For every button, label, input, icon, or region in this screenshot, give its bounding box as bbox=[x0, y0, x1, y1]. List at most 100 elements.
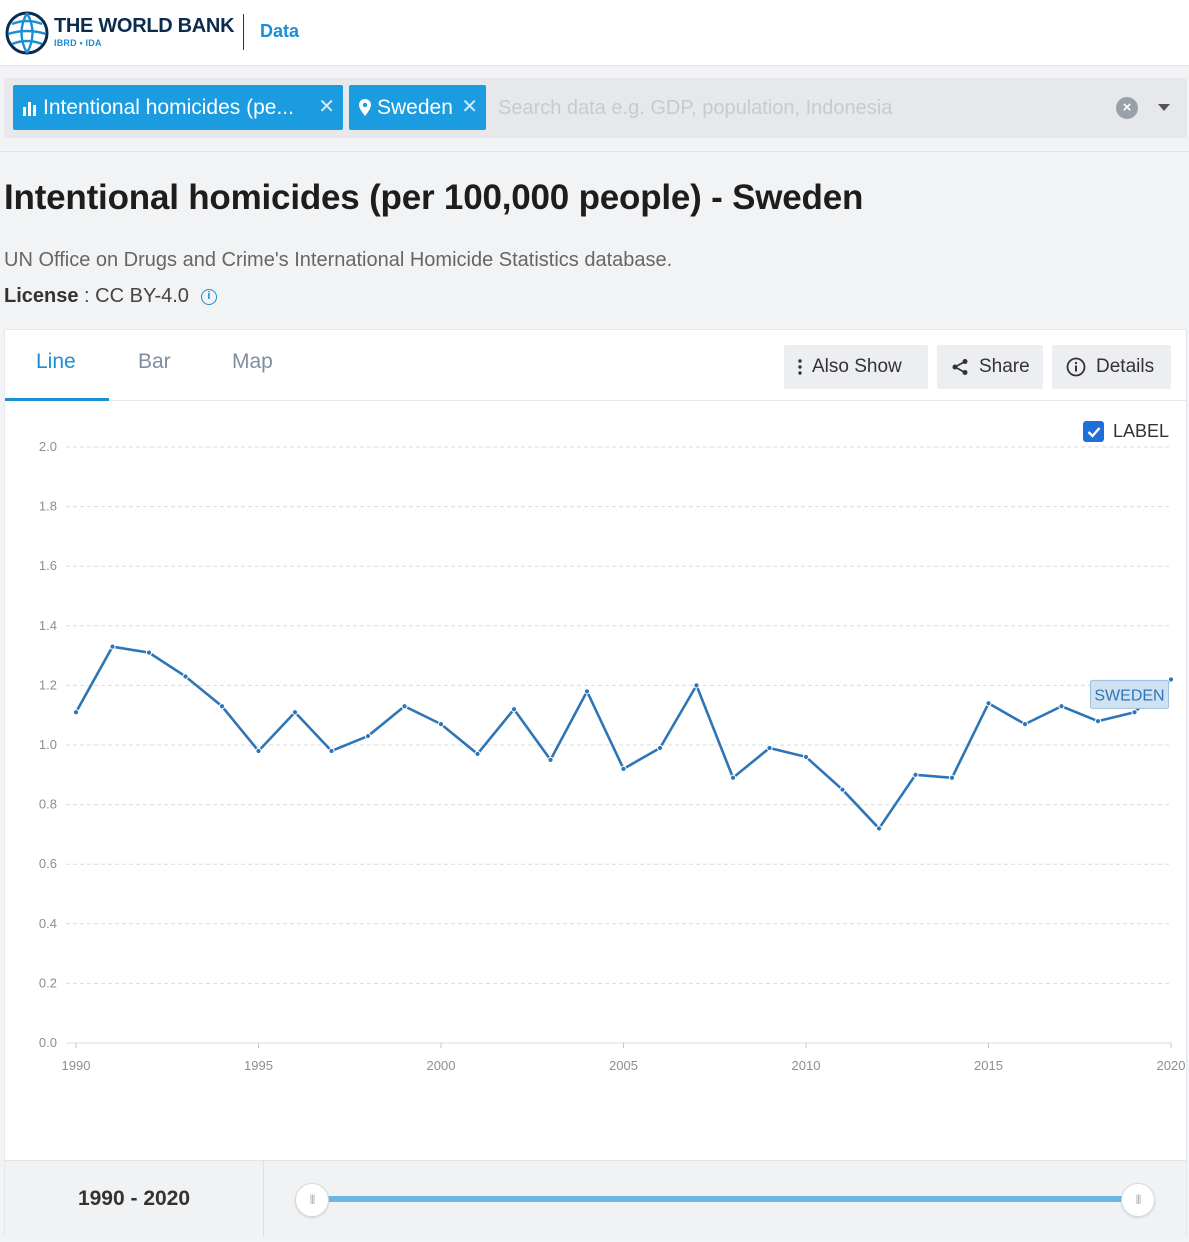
x-tick-label: 1995 bbox=[244, 1058, 273, 1073]
chart-panel: Line Bar Map Also Show Share Details 0.0… bbox=[4, 329, 1187, 1237]
remove-indicator-icon[interactable]: ✕ bbox=[318, 96, 335, 118]
data-point bbox=[693, 682, 700, 689]
range-start-handle[interactable]: ||| bbox=[295, 1183, 329, 1217]
data-point bbox=[802, 753, 810, 761]
y-tick-label: 0.8 bbox=[39, 797, 57, 812]
license-separator: : bbox=[78, 285, 96, 307]
data-point bbox=[510, 706, 518, 713]
data-point bbox=[291, 709, 299, 716]
data-point bbox=[766, 744, 773, 752]
tab-bar[interactable]: Bar bbox=[138, 350, 171, 373]
data-source: UN Office on Drugs and Crime's Internati… bbox=[4, 249, 673, 271]
remove-country-icon[interactable]: ✕ bbox=[461, 96, 478, 118]
data-point bbox=[985, 700, 992, 707]
data-point bbox=[474, 750, 481, 758]
line-chart: 0.0 0.2 0.4 0.6 0.8 1.0 1.2 1.4 1.6 1.8 2.0 1990 199… bbox=[39, 439, 1186, 1073]
data-point bbox=[1058, 703, 1065, 710]
x-tick-label: 1990 bbox=[62, 1058, 91, 1073]
also-show-label: Also Show bbox=[812, 356, 902, 377]
info-icon[interactable]: i bbox=[200, 288, 217, 305]
details-button[interactable]: Details bbox=[1052, 345, 1171, 389]
search-divider bbox=[0, 151, 1189, 152]
license-label: License bbox=[4, 285, 79, 307]
more-vertical-icon bbox=[798, 359, 802, 375]
bar-chart-icon bbox=[23, 100, 37, 116]
chevron-down-icon[interactable] bbox=[1158, 104, 1170, 111]
data-point bbox=[729, 774, 737, 781]
active-tab-indicator bbox=[5, 398, 109, 401]
data-section-link[interactable]: Data bbox=[260, 21, 300, 41]
details-label: Details bbox=[1096, 356, 1155, 377]
share-button[interactable]: Share bbox=[937, 345, 1043, 389]
data-point bbox=[328, 747, 335, 755]
search-bar: Intentional homicides (pe... ✕ Sweden ✕ … bbox=[4, 78, 1187, 138]
brand-logo[interactable]: THE WORLD BANK IBRD • IDA bbox=[54, 14, 235, 48]
series-line-sweden bbox=[74, 645, 1172, 830]
data-point bbox=[72, 709, 80, 716]
label-toggle[interactable]: LABEL bbox=[1083, 421, 1169, 442]
data-point bbox=[401, 703, 408, 710]
search-input[interactable] bbox=[498, 93, 1098, 123]
y-tick-label: 0.2 bbox=[39, 975, 57, 990]
y-tick-label: 1.2 bbox=[39, 677, 57, 692]
country-chip[interactable]: Sweden ✕ bbox=[349, 85, 486, 130]
year-range-slider-track[interactable] bbox=[315, 1196, 1127, 1202]
data-point bbox=[912, 771, 919, 778]
clear-search-icon[interactable]: × bbox=[1116, 97, 1138, 119]
y-tick-label: 1.8 bbox=[39, 499, 57, 514]
y-tick-label: 1.4 bbox=[39, 618, 57, 633]
location-pin-icon bbox=[359, 99, 371, 116]
data-point bbox=[218, 703, 226, 710]
year-range-label: 1990 - 2020 bbox=[5, 1161, 264, 1237]
y-tick-label: 2.0 bbox=[39, 439, 57, 454]
data-point bbox=[1131, 709, 1138, 716]
x-tick-label: 2020 bbox=[1157, 1058, 1186, 1073]
license-value: CC BY-4.0 bbox=[95, 285, 189, 307]
label-toggle-text: LABEL bbox=[1113, 421, 1170, 441]
data-point bbox=[109, 643, 116, 650]
brand-subtitle: IBRD • IDA bbox=[54, 38, 102, 48]
x-tick-label: 2010 bbox=[792, 1058, 821, 1073]
tab-line[interactable]: Line bbox=[36, 350, 76, 373]
label-checkbox[interactable] bbox=[1083, 421, 1104, 442]
site-header: THE WORLD BANK IBRD • IDA Data bbox=[0, 0, 1189, 66]
series-label-text: SWEDEN bbox=[1094, 687, 1164, 704]
info-circle-icon bbox=[1066, 357, 1086, 377]
range-end-handle[interactable]: ||| bbox=[1121, 1183, 1155, 1217]
data-point bbox=[182, 673, 189, 680]
also-show-button[interactable]: Also Show bbox=[784, 345, 928, 389]
brand-name: THE WORLD BANK bbox=[54, 15, 235, 37]
tab-map[interactable]: Map bbox=[232, 350, 273, 373]
data-point bbox=[547, 756, 554, 763]
share-label: Share bbox=[979, 356, 1030, 377]
x-tick-label: 2000 bbox=[427, 1058, 456, 1073]
header-divider bbox=[243, 14, 244, 50]
data-point bbox=[255, 747, 262, 755]
data-point bbox=[1094, 718, 1102, 725]
page-title: Intentional homicides (per 100,000 peopl… bbox=[4, 178, 864, 217]
series-label-box bbox=[1090, 679, 1169, 709]
indicator-chip-label: Intentional homicides (pe... bbox=[43, 95, 294, 119]
year-range-footer: 1990 - 2020 ||| ||| bbox=[5, 1160, 1186, 1237]
data-point bbox=[437, 721, 445, 728]
chart-tabs: Line Bar Map Also Show Share Details bbox=[5, 330, 1186, 401]
world-bank-globe-icon[interactable] bbox=[4, 10, 50, 56]
data-point bbox=[145, 649, 153, 656]
data-point bbox=[364, 732, 372, 740]
data-point bbox=[620, 765, 627, 772]
data-point bbox=[948, 774, 956, 781]
checkmark-icon bbox=[1087, 426, 1100, 438]
indicator-chip[interactable]: Intentional homicides (pe... ✕ bbox=[13, 85, 343, 130]
x-tick-label: 2005 bbox=[609, 1058, 638, 1073]
data-point bbox=[1021, 721, 1029, 728]
data-point bbox=[875, 825, 883, 832]
data-point bbox=[1167, 676, 1175, 683]
country-chip-label: Sweden bbox=[377, 95, 453, 119]
data-point bbox=[656, 744, 664, 752]
y-tick-label: 0.6 bbox=[39, 856, 57, 871]
data-point bbox=[839, 786, 846, 793]
x-tick-label: 2015 bbox=[974, 1058, 1003, 1073]
y-tick-label: 0.0 bbox=[39, 1035, 57, 1050]
y-tick-label: 0.4 bbox=[39, 916, 57, 931]
license-info: License : CC BY-4.0 i bbox=[4, 285, 217, 308]
